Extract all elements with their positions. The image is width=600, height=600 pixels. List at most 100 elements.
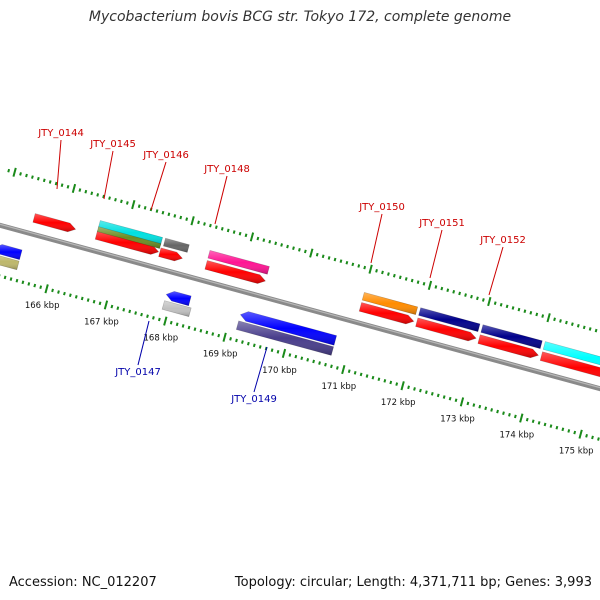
feature-shading: [97, 226, 161, 249]
gene-label[interactable]: JTY_0149: [230, 394, 277, 405]
tick-label: 169 kbp: [203, 350, 238, 360]
minor-tick: [7, 168, 11, 173]
minor-tick: [529, 311, 533, 315]
tick-label: 175 kbp: [559, 447, 594, 457]
minor-tick: [229, 337, 232, 341]
gene-label[interactable]: JTY_0145: [89, 139, 136, 150]
minor-tick: [363, 265, 367, 270]
minor-tick: [330, 364, 333, 369]
major-tick: [519, 413, 524, 423]
minor-tick: [181, 324, 185, 328]
minor-tick: [74, 295, 78, 299]
minor-tick: [68, 293, 72, 298]
minor-tick: [92, 299, 96, 304]
minor-tick: [594, 328, 598, 333]
minor-tick: [262, 238, 266, 242]
accession-text: Accession: NC_012207: [9, 575, 157, 590]
minor-tick: [232, 230, 236, 234]
minor-tick: [63, 291, 66, 296]
gene-labels: JTY_0144 JTY_0145 JTY_0146 JTY_0147 JTY_0148…: [37, 128, 526, 405]
gene-label[interactable]: JTY_0151: [418, 218, 465, 229]
minor-tick: [48, 180, 52, 184]
gene-label[interactable]: JTY_0152: [479, 235, 526, 246]
minor-tick: [410, 278, 414, 283]
minor-tick: [387, 272, 390, 276]
minor-tick: [419, 388, 422, 393]
minor-tick: [173, 214, 177, 218]
minor-tick: [51, 288, 54, 293]
feature-shading: [207, 250, 270, 275]
minor-tick: [543, 422, 547, 427]
gene-label[interactable]: JTY_0150: [358, 202, 405, 213]
minor-tick: [511, 306, 515, 310]
minor-tick: [496, 409, 499, 414]
leader-line: [429, 229, 443, 279]
minor-tick: [375, 269, 378, 273]
minor-tick: [175, 322, 179, 327]
minor-tick: [535, 312, 539, 317]
minor-tick: [214, 225, 218, 230]
minor-tick: [555, 425, 559, 430]
minor-tick: [286, 244, 289, 249]
minor-tick: [57, 290, 60, 294]
minor-tick: [300, 356, 304, 361]
minor-tick: [203, 222, 206, 226]
minor-tick: [143, 206, 147, 210]
minor-tick: [523, 309, 527, 314]
minor-tick: [60, 183, 64, 188]
feature-shading: [480, 324, 543, 349]
minor-tick: [268, 239, 272, 244]
gene-label[interactable]: JTY_0146: [142, 150, 189, 161]
minor-tick: [466, 401, 470, 406]
feature-shading: [0, 244, 23, 260]
minor-tick: [357, 264, 361, 268]
minor-tick: [140, 312, 143, 317]
major-tick: [222, 332, 227, 342]
minor-tick: [84, 189, 88, 194]
minor-tick: [377, 377, 381, 382]
minor-tick: [80, 296, 84, 301]
gene-label[interactable]: JTY_0144: [37, 128, 84, 139]
major-tick: [44, 284, 49, 294]
minor-tick: [116, 306, 120, 310]
leader-line: [56, 139, 62, 190]
minor-tick: [585, 433, 588, 438]
minor-tick: [413, 387, 416, 391]
feature-shading: [415, 317, 477, 341]
feature-shading: [204, 260, 266, 284]
minor-tick: [591, 435, 594, 440]
minor-tick: [185, 217, 189, 221]
minor-tick: [19, 172, 22, 176]
leader-line: [253, 346, 268, 393]
minor-tick: [517, 307, 521, 312]
major-tick: [546, 313, 551, 323]
minor-tick: [294, 354, 298, 359]
minor-tick: [371, 375, 375, 380]
minor-tick: [110, 304, 114, 309]
gene-label[interactable]: JTY_0148: [203, 164, 250, 175]
minor-tick: [306, 358, 310, 362]
minor-tick: [490, 408, 494, 412]
leader-line: [214, 175, 228, 225]
backbone-highlight: [0, 223, 600, 389]
minor-tick: [241, 340, 244, 344]
minor-tick: [470, 294, 473, 299]
minor-tick: [395, 382, 399, 386]
tick-label: 167 kbp: [84, 317, 119, 327]
minor-tick: [505, 304, 509, 309]
minor-tick: [553, 317, 556, 322]
minor-tick: [256, 236, 260, 241]
minor-tick: [321, 254, 325, 259]
minor-tick: [481, 298, 485, 302]
minor-tick: [365, 374, 369, 378]
minor-tick: [472, 403, 476, 407]
minor-tick: [303, 249, 307, 254]
tick-label: 172 kbp: [381, 398, 416, 408]
feature-shading: [359, 302, 414, 324]
minor-tick: [549, 424, 553, 428]
minor-tick: [347, 369, 351, 373]
gene-label[interactable]: JTY_0147: [114, 367, 161, 378]
leader-line: [137, 320, 150, 366]
minor-tick: [120, 199, 123, 204]
feature-shading: [418, 307, 480, 332]
